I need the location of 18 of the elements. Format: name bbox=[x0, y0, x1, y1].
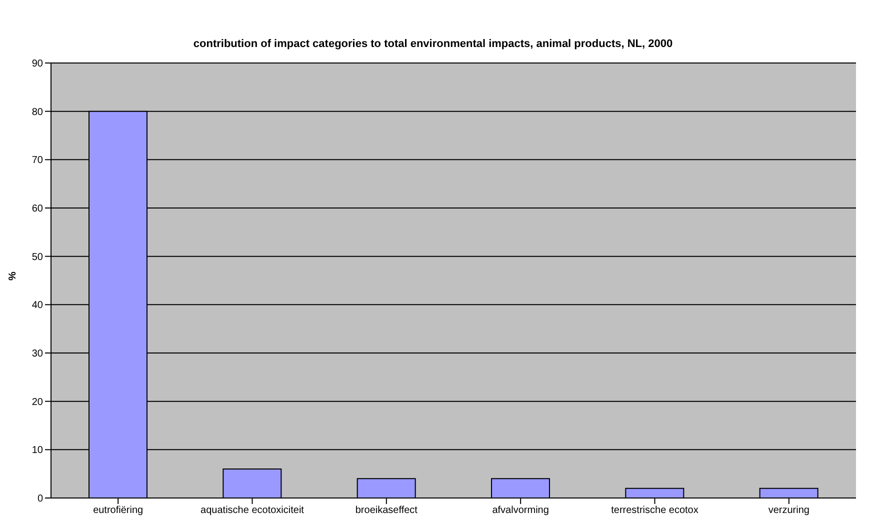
chart-title: contribution of impact categories to total environmental impacts, animal products, NL, 2000 bbox=[192, 37, 674, 52]
x-tick-label: aquatische ecotoxiciteit bbox=[200, 505, 304, 516]
y-tick-label: 30 bbox=[32, 348, 44, 360]
x-tick-label: verzuring bbox=[768, 505, 810, 516]
x-tick-label: broeikaseffect bbox=[355, 505, 418, 516]
y-tick-label: 40 bbox=[32, 300, 44, 312]
x-tick-label: terrestrische ecotox bbox=[611, 505, 698, 516]
y-tick-label: 60 bbox=[32, 204, 44, 215]
y-tick-label: 50 bbox=[32, 252, 44, 263]
x-tick-label: eutrofiëring bbox=[93, 505, 144, 516]
y-tick-label: 10 bbox=[32, 445, 44, 456]
y-tick-label: 80 bbox=[32, 106, 44, 118]
y-tick-label: 20 bbox=[32, 396, 44, 408]
x-tick-label: afvalvorming bbox=[492, 505, 549, 516]
y-axis-title: % bbox=[8, 272, 19, 280]
y-tick-label: 0 bbox=[37, 494, 44, 505]
y-tick-label: 90 bbox=[32, 58, 44, 70]
y-tick-label: 70 bbox=[32, 155, 44, 166]
